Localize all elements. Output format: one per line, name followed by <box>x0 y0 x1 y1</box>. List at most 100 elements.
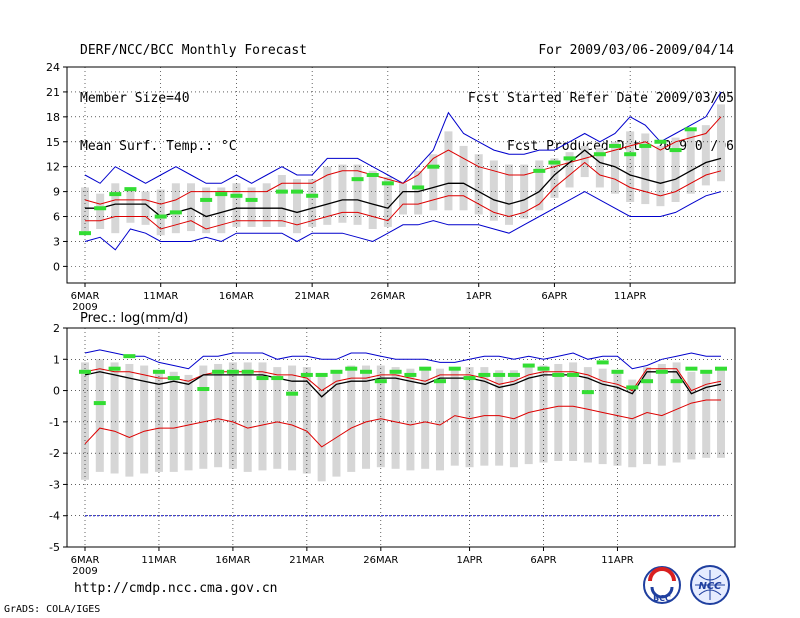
variable-label: Mean Surf. Temp.: °C <box>80 139 237 154</box>
observed-marker <box>197 387 210 392</box>
y-tick-label: 3 <box>53 235 60 248</box>
observed-marker <box>366 173 379 177</box>
spread-box <box>202 187 211 234</box>
spread-box <box>323 166 332 225</box>
observed-marker <box>537 366 550 371</box>
observed-marker <box>624 152 637 157</box>
observed-marker <box>626 385 639 390</box>
observed-marker <box>552 372 565 377</box>
spread-box <box>450 368 459 466</box>
year-label: 2009 <box>72 302 97 313</box>
spread-box <box>672 362 681 463</box>
spread-box <box>154 370 163 472</box>
observed-marker <box>245 197 258 202</box>
spread-box <box>535 160 544 211</box>
y-tick-label: 12 <box>46 161 60 174</box>
observed-marker <box>108 366 121 371</box>
spread-box <box>228 362 237 469</box>
spread-box <box>156 189 165 236</box>
x-tick-label: 11APR <box>601 555 634 566</box>
spread-box <box>277 175 286 227</box>
spread-box <box>141 191 150 225</box>
x-tick-label: 11MAR <box>143 291 178 302</box>
observed-marker <box>152 369 165 374</box>
member-size: Member Size=40 <box>80 91 190 106</box>
spread-box <box>628 379 637 468</box>
observed-marker <box>94 206 107 211</box>
spread-box <box>687 371 696 460</box>
observed-marker <box>389 369 402 374</box>
x-tick-label: 6MAR <box>71 555 100 566</box>
header-left: DERF/NCC/BCC Monthly Forecast Member Siz… <box>80 11 307 171</box>
plot-frame <box>66 66 736 284</box>
observed-marker <box>567 372 580 377</box>
y-tick-label: -1 <box>49 416 60 429</box>
y-tick-label: -5 <box>49 541 60 554</box>
x-tick-label: 16MAR <box>219 291 254 302</box>
precip-title: Prec.: log(mm/d) <box>80 311 188 326</box>
spread-box <box>317 374 326 482</box>
observed-marker <box>330 369 343 374</box>
observed-marker <box>433 379 446 384</box>
observed-marker <box>669 148 682 153</box>
observed-marker <box>79 231 91 236</box>
spread-box <box>611 141 619 194</box>
series-min-line <box>84 191 722 251</box>
ncc-logo: NCC <box>690 565 730 605</box>
bcc-logo-text: BCC <box>653 594 671 603</box>
spread-box <box>657 363 666 466</box>
x-tick-label: 16MAR <box>215 555 250 566</box>
spread-box <box>465 367 474 468</box>
spread-box <box>550 158 559 198</box>
spread-box <box>717 368 725 458</box>
website-url[interactable]: http://cmdp.ncc.cma.gov.cn <box>74 581 278 596</box>
observed-marker <box>381 181 394 186</box>
observed-marker <box>581 390 594 395</box>
observed-marker <box>230 193 243 198</box>
spread-box <box>95 359 104 472</box>
spread-box <box>702 370 711 458</box>
spread-box <box>406 368 415 471</box>
grads-credit: GrADS: COLA/IGES <box>4 604 101 615</box>
observed-marker <box>609 143 621 148</box>
spread-box <box>391 367 400 469</box>
observed-marker <box>463 376 476 381</box>
spread-box <box>520 164 529 219</box>
observed-marker <box>478 372 491 377</box>
y-tick-label: 21 <box>46 86 60 99</box>
observed-marker <box>522 363 535 368</box>
spread-box <box>414 170 423 215</box>
observed-marker <box>291 189 303 194</box>
x-tick-label: 26MAR <box>363 555 398 566</box>
y-tick-label: 6 <box>53 211 60 224</box>
observed-marker <box>154 214 167 219</box>
observed-marker <box>670 379 683 384</box>
spread-box <box>169 371 178 472</box>
spread-box <box>474 154 483 215</box>
observed-marker <box>200 197 213 202</box>
spread-box <box>671 137 680 202</box>
observed-marker <box>374 379 387 384</box>
spread-box <box>332 370 341 477</box>
spread-box <box>459 145 468 211</box>
series-max-line <box>84 349 721 370</box>
x-tick-label: 1APR <box>466 291 492 302</box>
year-label: 2009 <box>72 566 97 577</box>
spread-box <box>347 365 356 472</box>
observed-marker <box>275 189 288 194</box>
spread-box <box>383 177 392 227</box>
y-tick-label: 15 <box>46 136 60 149</box>
observed-marker <box>427 164 440 169</box>
spread-box <box>598 368 607 465</box>
observed-marker <box>596 360 609 365</box>
spread-box <box>110 362 119 474</box>
observed-marker <box>351 177 364 182</box>
observed-marker <box>448 366 461 371</box>
spread-box <box>613 370 622 466</box>
observed-marker <box>507 372 520 377</box>
spread-box <box>399 183 407 215</box>
series-lower-line <box>84 399 721 448</box>
spread-box <box>217 187 226 234</box>
spread-box <box>580 145 589 178</box>
observed-marker <box>345 366 358 371</box>
